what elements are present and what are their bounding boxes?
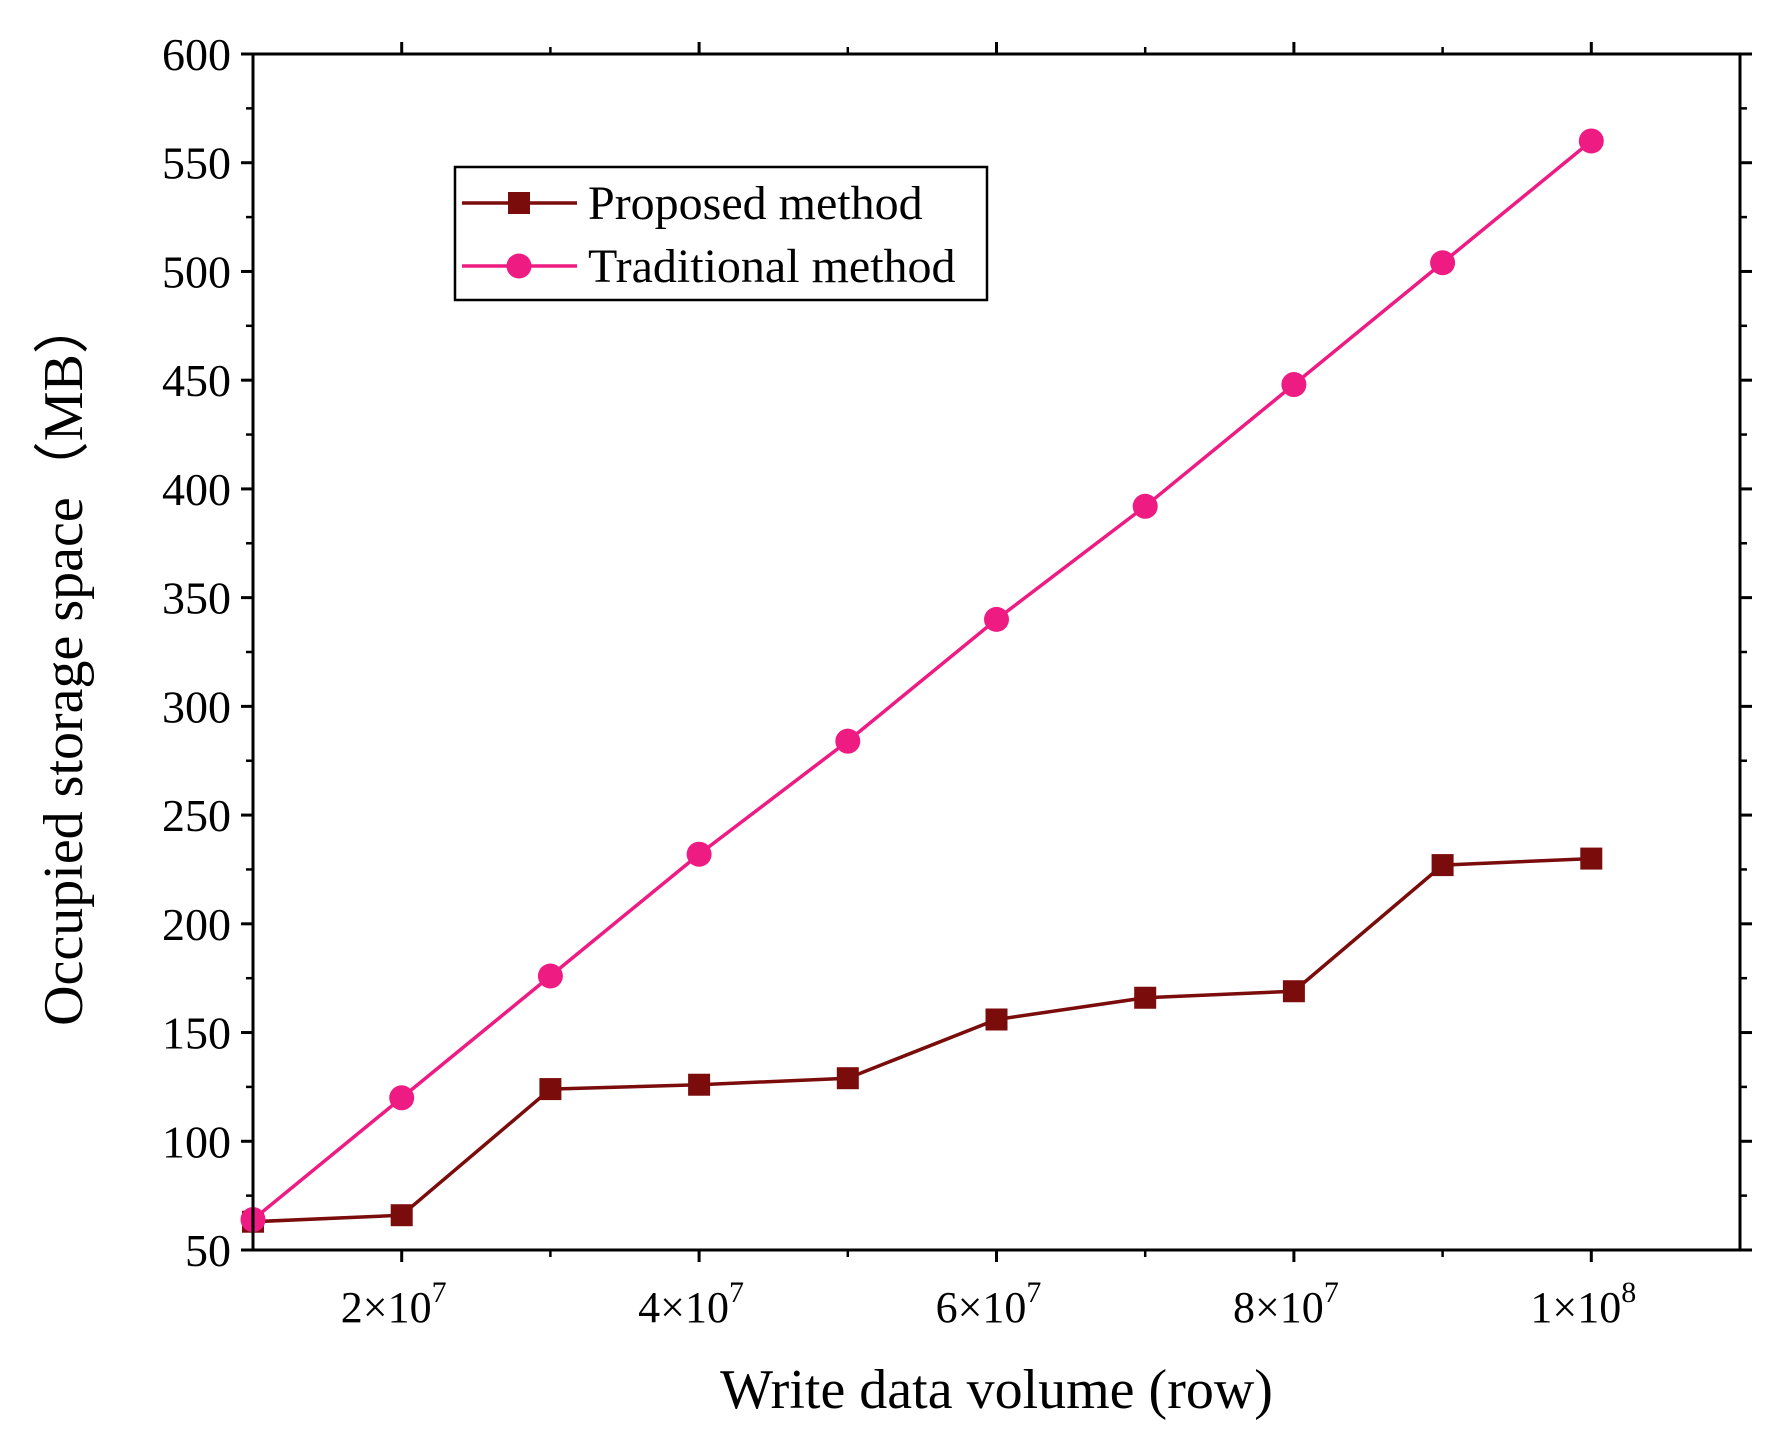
data-point-circle xyxy=(984,606,1009,632)
x-tick-label: 6×107 xyxy=(936,1276,1042,1332)
legend-label: Traditional method xyxy=(588,240,956,293)
x-tick-label: 8×107 xyxy=(1233,1276,1339,1332)
y-axis-title: Occupied storage space（MB） xyxy=(33,298,95,1026)
y-tick-label: 450 xyxy=(162,355,231,406)
legend-marker-square xyxy=(508,192,530,214)
legend-marker-circle xyxy=(506,253,532,279)
data-point-circle xyxy=(1430,250,1456,276)
data-point-square xyxy=(390,1204,413,1227)
x-tick-label: 1×108 xyxy=(1530,1276,1636,1332)
data-point-circle xyxy=(686,841,712,867)
x-tick-label: 2×107 xyxy=(341,1276,447,1332)
y-tick-label: 350 xyxy=(162,573,231,624)
data-point-square xyxy=(688,1073,711,1096)
data-point-circle xyxy=(835,728,861,754)
y-tick-label: 200 xyxy=(162,899,231,950)
y-tick-label: 550 xyxy=(162,138,231,189)
y-tick-label: 150 xyxy=(162,1008,231,1059)
data-point-square xyxy=(836,1067,859,1090)
x-tick-label: 4×107 xyxy=(638,1276,744,1332)
y-tick-label: 500 xyxy=(162,246,231,297)
y-tick-label: 300 xyxy=(162,681,231,732)
data-point-square xyxy=(1282,980,1305,1003)
x-axis-title: Write data volume (row) xyxy=(720,1359,1273,1421)
y-tick-label: 50 xyxy=(185,1225,231,1276)
data-point-circle xyxy=(389,1085,415,1111)
plot-frame xyxy=(251,52,1742,1252)
y-tick-label: 400 xyxy=(162,464,231,515)
legend-box xyxy=(453,165,989,302)
data-point-square xyxy=(1134,986,1157,1009)
data-point-square xyxy=(1580,847,1603,870)
series-line xyxy=(252,856,1592,1224)
data-point-square xyxy=(985,1008,1008,1031)
legend-label: Proposed method xyxy=(588,177,923,230)
legend-item-2: Traditional method xyxy=(462,240,956,293)
series-layer xyxy=(240,128,1604,1233)
data-point-square xyxy=(1431,854,1454,877)
legend-items: Proposed method Traditional method xyxy=(462,177,956,293)
series-line xyxy=(251,139,1593,1221)
y-tick-label: 600 xyxy=(162,29,231,80)
y-tick-label: 100 xyxy=(162,1116,231,1167)
legend-item-1: Proposed method xyxy=(462,177,923,230)
series-2 xyxy=(240,128,1604,1233)
labels-layer: 50 100 150 200 250 300 350 400 450 500 550 600 2×107… xyxy=(162,29,1636,1332)
legend: Proposed method Traditional method xyxy=(453,165,989,302)
data-point-circle xyxy=(1578,128,1604,154)
series-1 xyxy=(242,847,1603,1233)
data-point-circle xyxy=(1132,493,1158,519)
data-point-square xyxy=(539,1078,562,1101)
data-point-circle xyxy=(1281,372,1307,398)
data-point-circle xyxy=(537,963,563,989)
y-tick-label: 250 xyxy=(162,790,231,841)
